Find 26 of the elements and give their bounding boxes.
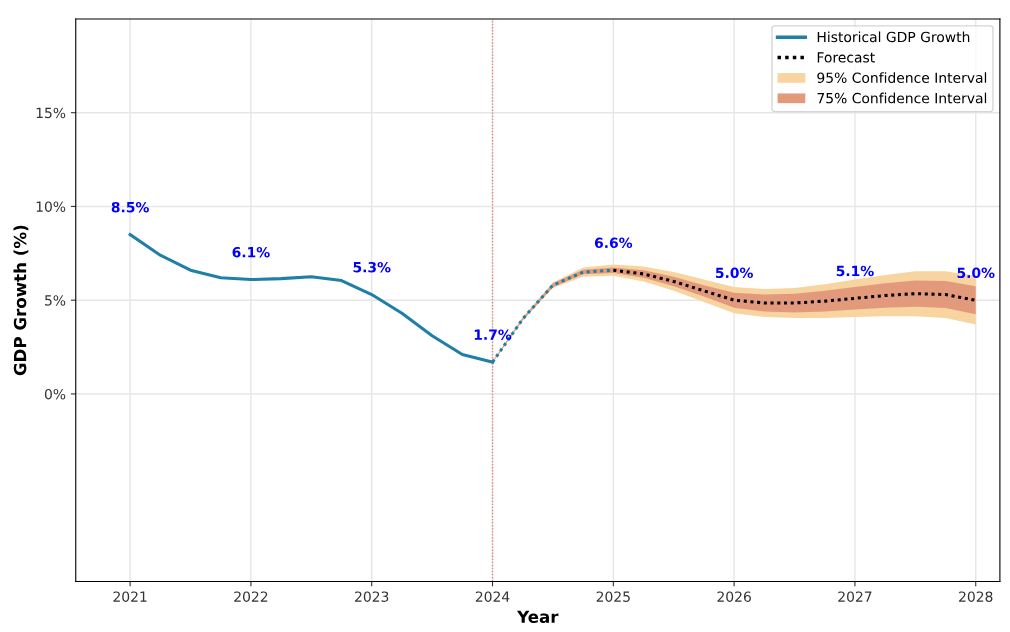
legend-label: 75% Confidence Interval	[817, 92, 987, 104]
x-tick-label: 2021	[113, 591, 147, 602]
legend-label: Forecast	[817, 52, 875, 63]
legend-label: 95% Confidence Interval	[817, 72, 987, 83]
x-axis-title: Year	[517, 610, 559, 624]
y-tick-label: 15%	[36, 107, 66, 119]
annotation: 6.6%	[594, 237, 633, 249]
y-tick-label: 10%	[36, 201, 66, 212]
annotation: 5.1%	[836, 265, 874, 277]
annotation: 6.1%	[232, 246, 270, 258]
x-tick-label: 2025	[596, 591, 630, 602]
x-tick-label: 2027	[838, 591, 872, 602]
y-tick-label: 5%	[45, 295, 66, 306]
x-tick-label: 2028	[959, 591, 993, 602]
y-axis-title: GDP Growth (%)	[13, 225, 29, 376]
annotation: 5.3%	[353, 261, 391, 273]
annotation: 5.0%	[715, 267, 753, 279]
annotation: 8.5%	[111, 201, 149, 213]
x-tick-label: 2026	[717, 591, 751, 602]
x-tick-label: 2022	[234, 591, 268, 602]
y-tick-label: 0%	[44, 388, 66, 400]
annotation: 1.7%	[474, 329, 512, 340]
legend-label: Historical GDP Growth	[817, 31, 970, 43]
x-tick-label: 2024	[475, 591, 510, 602]
x-tick-label: 2023	[355, 591, 389, 602]
annotation: 5.0%	[957, 267, 995, 279]
